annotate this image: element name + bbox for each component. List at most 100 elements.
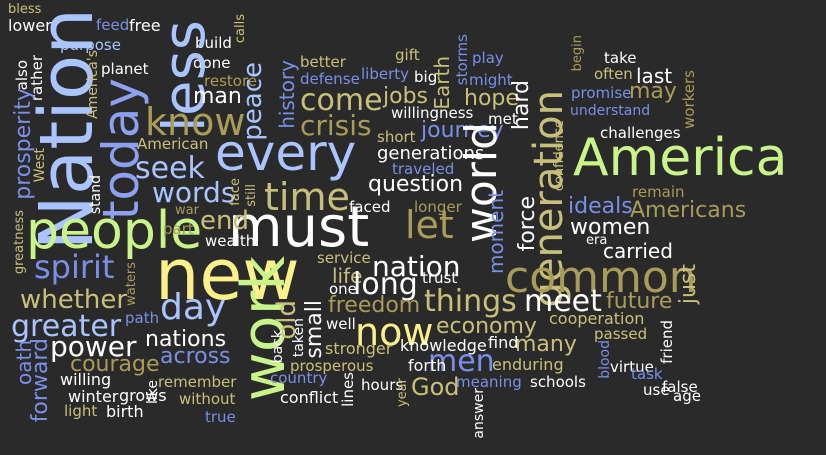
word-generations: generations <box>377 143 485 164</box>
word-calls: calls <box>233 14 248 44</box>
word-better: better <box>300 53 346 71</box>
word-met: met <box>488 110 518 128</box>
word-whether: whether <box>20 285 128 315</box>
word-answer: answer <box>471 388 487 439</box>
word-force: force <box>515 196 540 252</box>
word-meaning: meaning <box>456 373 522 391</box>
word-begin: begin <box>570 35 585 72</box>
word-longer: longer <box>414 198 462 216</box>
word-free: free <box>129 16 161 35</box>
word-economy: economy <box>436 314 537 339</box>
word-waters: waters <box>124 262 139 306</box>
word-purpose: purpose <box>60 36 121 54</box>
word-wealth: wealth <box>205 232 256 250</box>
word-era: era <box>586 233 608 248</box>
word-workers: workers <box>680 70 698 129</box>
word-crisis: crisis <box>300 109 372 142</box>
word-man: man <box>193 84 242 109</box>
word-moment: moment <box>484 190 508 275</box>
word-lower: lower <box>8 16 52 35</box>
word-virtue: virtue <box>610 358 654 376</box>
word-willing: willing <box>60 370 112 389</box>
word-take: take <box>604 49 637 67</box>
word-remember: remember <box>158 373 237 391</box>
word-nations: nations <box>145 327 227 352</box>
word-men: men <box>428 344 495 379</box>
word-history: history <box>275 60 299 129</box>
word-play: play <box>472 49 504 67</box>
word-feed: feed <box>96 16 130 34</box>
word-words: words <box>152 176 236 209</box>
word-country: country <box>270 369 328 387</box>
word-back: back <box>270 330 286 364</box>
word-day: day <box>160 287 227 328</box>
word-nation: nation <box>372 250 461 283</box>
word-part: part <box>163 220 194 238</box>
word-greatness: greatness <box>12 210 27 275</box>
word-forward: forward <box>28 338 53 423</box>
word-defense: defense <box>300 70 360 88</box>
word-time: time <box>264 175 350 219</box>
word-long: long <box>353 267 418 302</box>
word-taken: taken <box>291 318 307 358</box>
word-americans: Americans <box>630 198 747 223</box>
word-just: just <box>676 264 701 305</box>
word-many: many <box>515 332 577 357</box>
word-willingness: willingness <box>391 104 474 122</box>
word-end: end <box>200 206 249 236</box>
word-forth: forth <box>408 356 447 375</box>
word-greater: greater <box>11 309 122 344</box>
word-storms: storms <box>453 34 471 86</box>
word-face: face <box>228 178 243 206</box>
word-stronger: stronger <box>325 339 393 358</box>
word-prosperous: prosperous <box>290 357 374 375</box>
word-seek: seek <box>135 151 205 186</box>
word-know: know <box>145 100 246 144</box>
word-may: may <box>629 79 677 104</box>
word-path: path <box>125 309 160 327</box>
word-across: across <box>160 344 231 369</box>
word-knowledge: knowledge <box>400 336 487 355</box>
word-enduring: enduring <box>492 355 564 374</box>
word-must: must <box>228 195 370 260</box>
word-question: question <box>368 172 464 197</box>
word-year: year <box>395 378 410 408</box>
word-jobs: jobs <box>383 84 428 109</box>
word-every: every <box>215 124 357 182</box>
word-light: light <box>64 402 98 420</box>
word-let: let <box>405 203 454 247</box>
word-freedom: freedom <box>328 293 421 318</box>
word-common: common <box>505 252 697 303</box>
word-new: new <box>155 234 300 316</box>
word-find: find <box>488 333 519 352</box>
word-hope: hope <box>464 86 519 111</box>
word-remain: remain <box>632 183 685 201</box>
word-women: women <box>570 215 651 240</box>
word-spirit: spirit <box>34 248 115 286</box>
word-courage: courage <box>70 352 160 377</box>
word-war: war <box>175 203 199 218</box>
word-promise: promise <box>571 84 632 102</box>
word-big: big <box>414 68 438 86</box>
word-come: come <box>300 83 383 118</box>
word-last: last <box>636 64 673 88</box>
word-prosperity: prosperity <box>11 88 36 200</box>
word-birth: birth <box>106 402 144 421</box>
word-planet: planet <box>101 60 149 78</box>
word-things: things <box>424 284 517 319</box>
word-false: false <box>662 378 698 396</box>
word-grows: grows <box>119 386 167 405</box>
word-traveled: traveled <box>392 160 455 178</box>
word-use: use <box>643 381 670 399</box>
word-earth: Earth <box>430 56 454 110</box>
word-future: future <box>606 289 673 314</box>
word-true: true <box>205 408 236 426</box>
word-meet: meet <box>524 284 602 319</box>
word-restore: restore <box>204 72 258 90</box>
word-life: life <box>332 264 363 288</box>
word-now: now <box>355 310 434 354</box>
word-short: short <box>377 128 416 146</box>
word-might: might <box>469 71 513 89</box>
word-carried: carried <box>603 239 673 263</box>
